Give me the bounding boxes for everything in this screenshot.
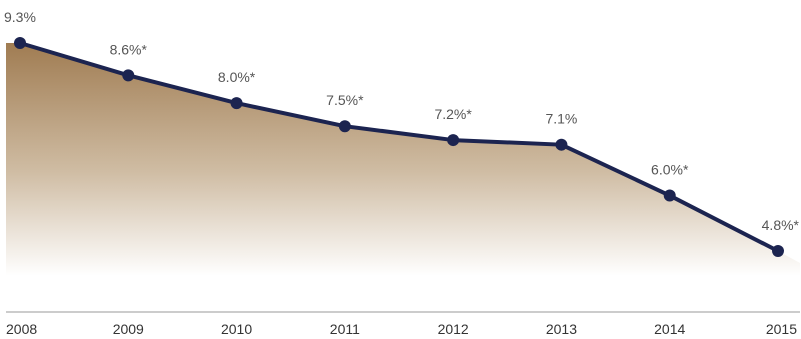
data-label-2014: 6.0%*	[651, 162, 689, 178]
data-point-2015	[772, 245, 784, 257]
x-tick-2009: 2009	[113, 321, 144, 337]
data-points	[14, 37, 784, 257]
x-tick-2013: 2013	[546, 321, 577, 337]
data-labels: 9.3% 8.6%* 8.0%* 7.5%* 7.2%* 7.1% 6.0%* 4.8%*	[4, 9, 800, 233]
data-label-2012: 7.2%*	[434, 106, 472, 122]
x-tick-2011: 2011	[330, 321, 360, 337]
x-tick-2012: 2012	[438, 321, 469, 337]
series-line	[19, 41, 779, 253]
data-label-2015: 4.8%*	[762, 217, 800, 233]
data-point-2011	[338, 120, 351, 133]
data-label-2013: 7.1%	[545, 111, 577, 127]
x-tick-2014: 2014	[654, 321, 685, 337]
area-fill	[6, 43, 800, 276]
data-label-2010: 8.0%*	[218, 69, 256, 85]
data-point-2012	[447, 134, 460, 147]
data-label-2008: 9.3%	[4, 9, 36, 25]
x-tick-2015: 2015	[766, 321, 797, 337]
data-point-2014	[663, 189, 676, 202]
x-axis-ticks: 2008 2009 2010 2011 2012 2013 2014 2015	[6, 321, 797, 337]
data-point-2013	[555, 138, 568, 151]
x-tick-2008: 2008	[6, 321, 37, 337]
data-point-2008	[14, 37, 26, 49]
data-label-2011: 7.5%*	[326, 92, 364, 108]
data-point-2010	[230, 97, 243, 110]
data-label-2009: 8.6%*	[110, 41, 148, 57]
x-tick-2010: 2010	[221, 321, 252, 337]
data-point-2009	[122, 69, 135, 82]
